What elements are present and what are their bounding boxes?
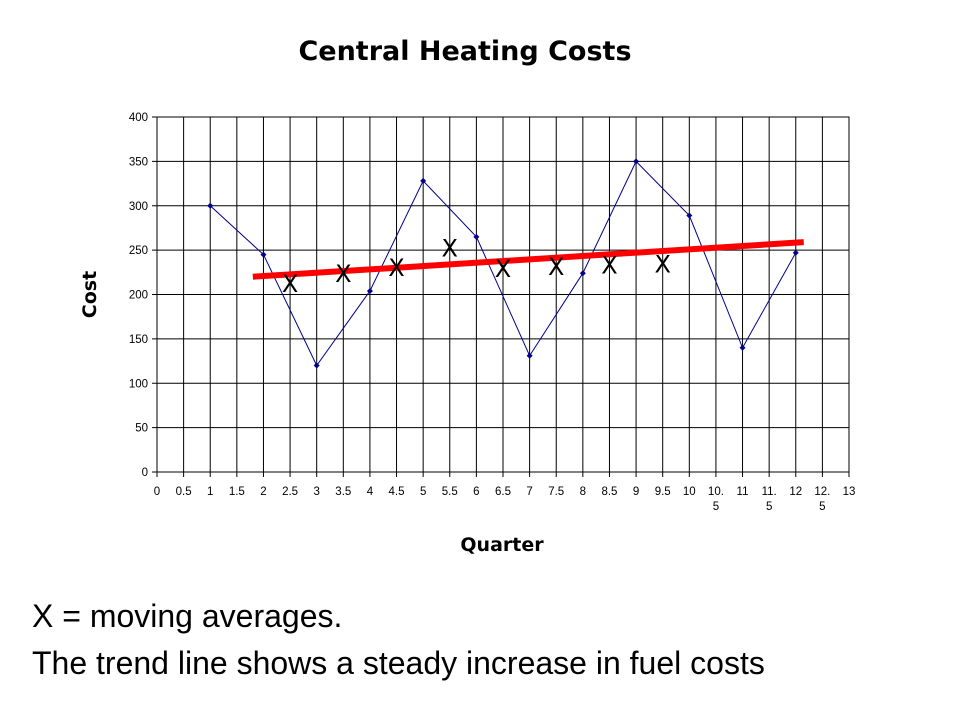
x-tick-label: 5 (420, 486, 426, 498)
x-tick-label: 1.5 (229, 486, 245, 498)
x-tick-label: 7.5 (548, 486, 564, 498)
moving-average-mark: X (282, 270, 298, 298)
x-tick-label: 12 (789, 486, 802, 498)
y-tick-label: 200 (129, 290, 148, 302)
x-tick-label: 2.5 (282, 486, 298, 498)
x-tick-label: 6 (473, 486, 479, 498)
chart-title: Central Heating Costs (298, 36, 631, 67)
x-tick-label: 3 (313, 486, 319, 498)
x-axis: 0 0.5 1 1.5 2 2.5 3 3.5 4 4.5 5 5.5 6 6.5 7 7.5 8 8.5 9 9.5… (154, 472, 856, 513)
y-tick-label: 350 (129, 156, 148, 168)
x-tick-label: 1 (207, 486, 213, 498)
x-tick-label: 8 (580, 486, 586, 498)
grid (157, 117, 849, 472)
x-tick-label: 9 (633, 486, 639, 498)
x-tick-label: 10 (683, 486, 696, 498)
y-tick-label: 300 (129, 201, 148, 213)
x-tick-label: 5 (766, 501, 772, 513)
x-tick-label: 9.5 (655, 486, 671, 498)
data-point (313, 362, 320, 369)
moving-average-mark: X (548, 253, 564, 281)
x-tick-label: 7 (526, 486, 532, 498)
trend-line-stroke (252, 239, 804, 280)
caption-moving-averages: X = moving averages. (32, 598, 343, 634)
x-tick-label: 6.5 (495, 486, 511, 498)
data-point (260, 251, 267, 258)
series-line (209, 160, 797, 367)
y-axis-label: Cost (79, 271, 101, 318)
y-tick-label: 250 (129, 245, 148, 257)
x-tick-label: 11. (762, 486, 777, 498)
x-tick-label: 5 (713, 501, 719, 513)
x-tick-label: 12. (814, 486, 830, 498)
caption-trend: The trend line shows a steady increase i… (32, 645, 765, 681)
y-tick-label: 0 (142, 467, 148, 479)
y-tick-label: 150 (129, 334, 148, 346)
data-point (579, 270, 586, 277)
x-tick-label: 11 (737, 486, 749, 498)
moving-average-mark: X (654, 250, 670, 278)
y-tick-label: 50 (135, 423, 148, 435)
x-tick-label: 10. (708, 486, 724, 498)
moving-average-mark: X (495, 255, 511, 283)
y-axis: 0 50 100 150 200 250 300 350 400 (129, 112, 157, 479)
data-point (526, 352, 533, 359)
chart: Central Heating Costs 050100150200250300… (79, 36, 856, 556)
data-point (473, 233, 480, 240)
data-point (366, 287, 373, 294)
x-tick-label: 4.5 (389, 486, 405, 498)
data-point (207, 202, 214, 209)
moving-average-mark: X (601, 251, 617, 279)
moving-average-mark: X (442, 234, 458, 262)
x-tick-label: 0.5 (176, 486, 192, 498)
moving-average-mark: X (335, 260, 351, 288)
data-point (420, 177, 427, 184)
cost-series (207, 158, 799, 369)
moving-average-marks: X X X X X X X X (282, 234, 671, 298)
x-tick-label: 5 (819, 501, 825, 513)
data-point (739, 344, 746, 351)
y-tick-label: 400 (129, 112, 148, 124)
x-axis-label: Quarter (460, 534, 544, 556)
x-tick-label: 3.5 (335, 486, 351, 498)
y-tick-label: 100 (129, 378, 148, 390)
x-tick-label: 13 (843, 486, 856, 498)
data-point (633, 158, 640, 165)
x-tick-label: 0 (154, 486, 160, 498)
x-tick-label: 5.5 (442, 486, 458, 498)
data-point (686, 212, 693, 219)
trend-line (252, 239, 804, 280)
x-tick-label: 8.5 (601, 486, 617, 498)
data-point (792, 249, 799, 256)
x-tick-label: 2 (260, 486, 266, 498)
x-tick-label: 4 (367, 486, 374, 498)
moving-average-mark: X (388, 254, 404, 282)
